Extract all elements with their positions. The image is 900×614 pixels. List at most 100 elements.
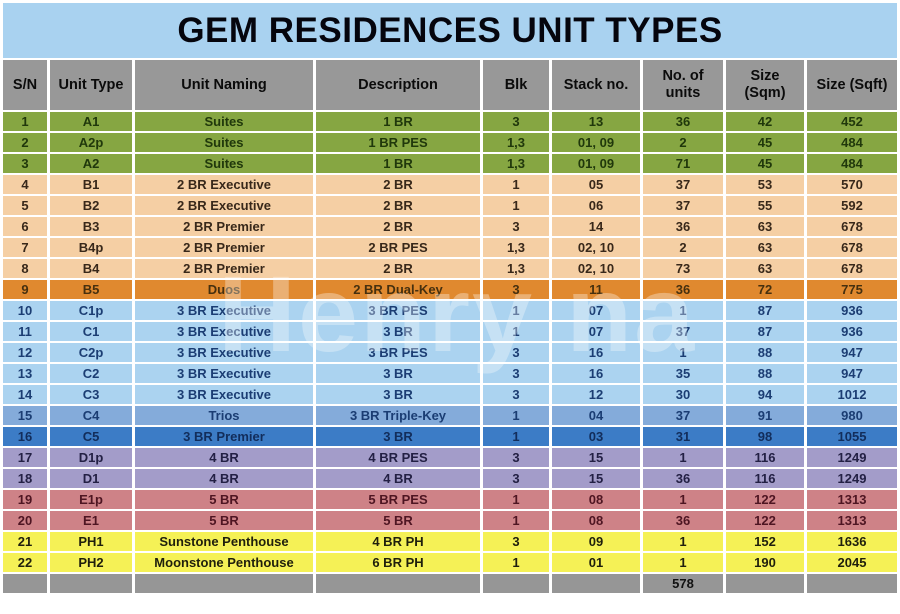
cell-unit-naming: Moonstone Penthouse: [135, 553, 313, 572]
total-empty-cell: [316, 574, 480, 593]
cell-size-sqm: 63: [726, 259, 804, 278]
cell-size-sqft: 980: [807, 406, 897, 425]
col-header-size-sqm: Size (Sqm): [726, 60, 804, 110]
col-header-stack-no: Stack no.: [552, 60, 640, 110]
cell-size-sqm: 63: [726, 238, 804, 257]
cell-size-sqft: 2045: [807, 553, 897, 572]
cell-description: 3 BR PES: [316, 301, 480, 320]
cell-unit-type: A1: [50, 112, 132, 131]
cell-size-sqft: 678: [807, 259, 897, 278]
cell-sn: 2: [3, 133, 47, 152]
cell-size-sqm: 88: [726, 364, 804, 383]
table-row: 6 B3 2 BR Premier 2 BR 3 14 36 63 678: [3, 217, 897, 236]
cell-blk: 3: [483, 343, 549, 362]
cell-unit-naming: Suites: [135, 154, 313, 173]
cell-unit-type: C2p: [50, 343, 132, 362]
cell-size-sqft: 1012: [807, 385, 897, 404]
cell-size-sqft: 570: [807, 175, 897, 194]
cell-units: 36: [643, 280, 723, 299]
cell-size-sqm: 45: [726, 133, 804, 152]
total-empty-cell: [807, 574, 897, 593]
cell-stack-no: 01: [552, 553, 640, 572]
cell-units: 31: [643, 427, 723, 446]
cell-stack-no: 16: [552, 343, 640, 362]
cell-units: 35: [643, 364, 723, 383]
cell-stack-no: 07: [552, 322, 640, 341]
cell-sn: 8: [3, 259, 47, 278]
table-row: 15 C4 Trios 3 BR Triple-Key 1 04 37 91 980: [3, 406, 897, 425]
cell-description: 2 BR: [316, 175, 480, 194]
cell-size-sqm: 94: [726, 385, 804, 404]
cell-unit-naming: 3 BR Premier: [135, 427, 313, 446]
cell-unit-naming: 3 BR Executive: [135, 343, 313, 362]
cell-units: 36: [643, 469, 723, 488]
cell-unit-type: C1p: [50, 301, 132, 320]
cell-unit-naming: 5 BR: [135, 490, 313, 509]
cell-sn: 10: [3, 301, 47, 320]
cell-sn: 16: [3, 427, 47, 446]
cell-blk: 1: [483, 553, 549, 572]
cell-blk: 3: [483, 112, 549, 131]
cell-units: 1: [643, 553, 723, 572]
cell-unit-type: E1p: [50, 490, 132, 509]
cell-blk: 1,3: [483, 154, 549, 173]
cell-stack-no: 06: [552, 196, 640, 215]
cell-description: 3 BR: [316, 322, 480, 341]
cell-size-sqft: 1249: [807, 448, 897, 467]
cell-unit-naming: 2 BR Premier: [135, 259, 313, 278]
cell-units: 37: [643, 196, 723, 215]
cell-blk: 1: [483, 301, 549, 320]
cell-blk: 3: [483, 385, 549, 404]
cell-sn: 13: [3, 364, 47, 383]
cell-unit-naming: 2 BR Executive: [135, 196, 313, 215]
cell-unit-type: D1p: [50, 448, 132, 467]
cell-unit-type: C1: [50, 322, 132, 341]
table-row: 7 B4p 2 BR Premier 2 BR PES 1,3 02, 10 2 63 678: [3, 238, 897, 257]
col-header-no-of-units: No. of units: [643, 60, 723, 110]
cell-stack-no: 08: [552, 511, 640, 530]
cell-blk: 1,3: [483, 238, 549, 257]
cell-units: 1: [643, 301, 723, 320]
cell-unit-naming: 3 BR Executive: [135, 301, 313, 320]
cell-size-sqm: 87: [726, 322, 804, 341]
cell-blk: 3: [483, 280, 549, 299]
cell-units: 1: [643, 343, 723, 362]
cell-size-sqft: 1055: [807, 427, 897, 446]
cell-size-sqm: 55: [726, 196, 804, 215]
cell-units: 2: [643, 238, 723, 257]
total-empty-cell: [552, 574, 640, 593]
cell-size-sqm: 116: [726, 469, 804, 488]
cell-blk: 1: [483, 196, 549, 215]
cell-unit-type: C2: [50, 364, 132, 383]
cell-sn: 9: [3, 280, 47, 299]
table-row: 17 D1p 4 BR 4 BR PES 3 15 1 116 1249: [3, 448, 897, 467]
table-row: 21 PH1 Sunstone Penthouse 4 BR PH 3 09 1 152 163…: [3, 532, 897, 551]
total-empty-cell: [3, 574, 47, 593]
cell-description: 3 BR PES: [316, 343, 480, 362]
cell-sn: 18: [3, 469, 47, 488]
cell-description: 6 BR PH: [316, 553, 480, 572]
cell-stack-no: 14: [552, 217, 640, 236]
cell-size-sqft: 775: [807, 280, 897, 299]
table-row: 10 C1p 3 BR Executive 3 BR PES 1 07 1 87 936: [3, 301, 897, 320]
cell-units: 36: [643, 511, 723, 530]
cell-blk: 3: [483, 448, 549, 467]
cell-size-sqm: 45: [726, 154, 804, 173]
cell-description: 1 BR: [316, 154, 480, 173]
cell-unit-naming: 2 BR Executive: [135, 175, 313, 194]
total-empty-cell: [726, 574, 804, 593]
table-row: 11 C1 3 BR Executive 3 BR 1 07 37 87 936: [3, 322, 897, 341]
cell-size-sqft: 1313: [807, 511, 897, 530]
table-row: 4 B1 2 BR Executive 2 BR 1 05 37 53 570: [3, 175, 897, 194]
cell-units: 1: [643, 448, 723, 467]
cell-units: 1: [643, 490, 723, 509]
cell-blk: 3: [483, 532, 549, 551]
cell-units: 71: [643, 154, 723, 173]
table-row: 3 A2 Suites 1 BR 1,3 01, 09 71 45 484: [3, 154, 897, 173]
cell-sn: 14: [3, 385, 47, 404]
cell-unit-type: B4p: [50, 238, 132, 257]
table-row: 13 C2 3 BR Executive 3 BR 3 16 35 88 947: [3, 364, 897, 383]
cell-unit-type: B3: [50, 217, 132, 236]
cell-unit-type: E1: [50, 511, 132, 530]
table-row: 9 B5 Duos 2 BR Dual-Key 3 11 36 72 775: [3, 280, 897, 299]
